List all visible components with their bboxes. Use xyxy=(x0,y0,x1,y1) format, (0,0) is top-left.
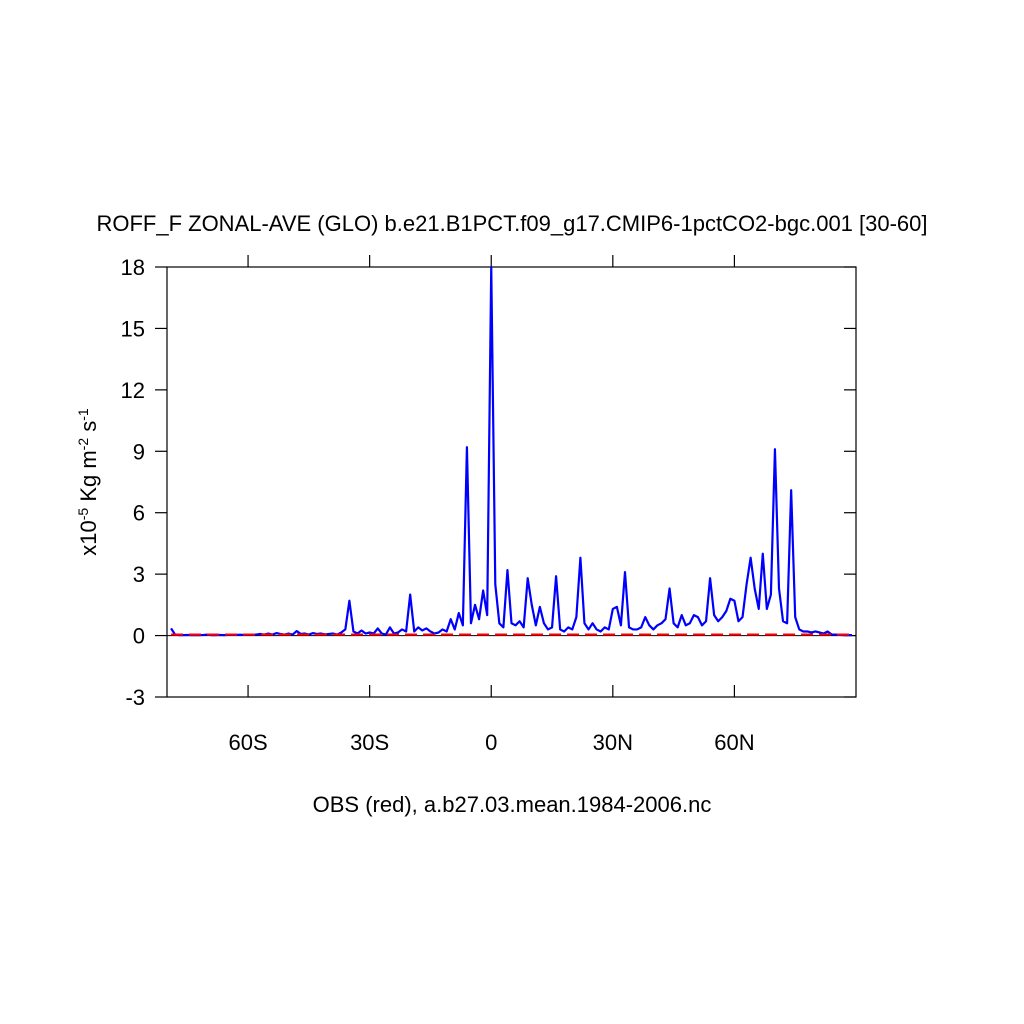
y-tick-label: 6 xyxy=(133,501,145,526)
y-tick-label: 9 xyxy=(133,439,145,464)
y-axis-label-superscript: -2 xyxy=(75,438,91,451)
y-axis-label-superscript: -5 xyxy=(75,508,91,521)
y-tick-label: 15 xyxy=(121,316,145,341)
x-tick-label: 30S xyxy=(350,730,389,755)
x-axis-label: OBS (red), a.b27.03.mean.1984-2006.nc xyxy=(313,792,712,817)
plot-frame xyxy=(166,266,857,698)
y-tick-label: -3 xyxy=(125,685,145,710)
y-axis-label-superscript: -1 xyxy=(75,408,91,421)
chart-title: ROFF_F ZONAL-AVE (GLO) b.e21.B1PCT.f09_g… xyxy=(96,211,927,236)
y-axis-label-part: x10 xyxy=(76,520,101,555)
y-axis-label-part: s xyxy=(76,421,101,438)
x-tick-label: 0 xyxy=(485,730,497,755)
x-tick-label: 30N xyxy=(593,730,633,755)
x-tick-label: 60S xyxy=(228,730,267,755)
y-axis-label: x10-5 Kg m-2 s-1 xyxy=(75,408,101,556)
y-tick-label: 3 xyxy=(133,562,145,587)
y-tick-label: 12 xyxy=(121,378,145,403)
y-tick-label: 18 xyxy=(121,255,145,280)
x-tick-label: 60N xyxy=(714,730,754,755)
y-axis-label-part: Kg m xyxy=(76,450,101,507)
y-tick-label: 0 xyxy=(133,624,145,649)
